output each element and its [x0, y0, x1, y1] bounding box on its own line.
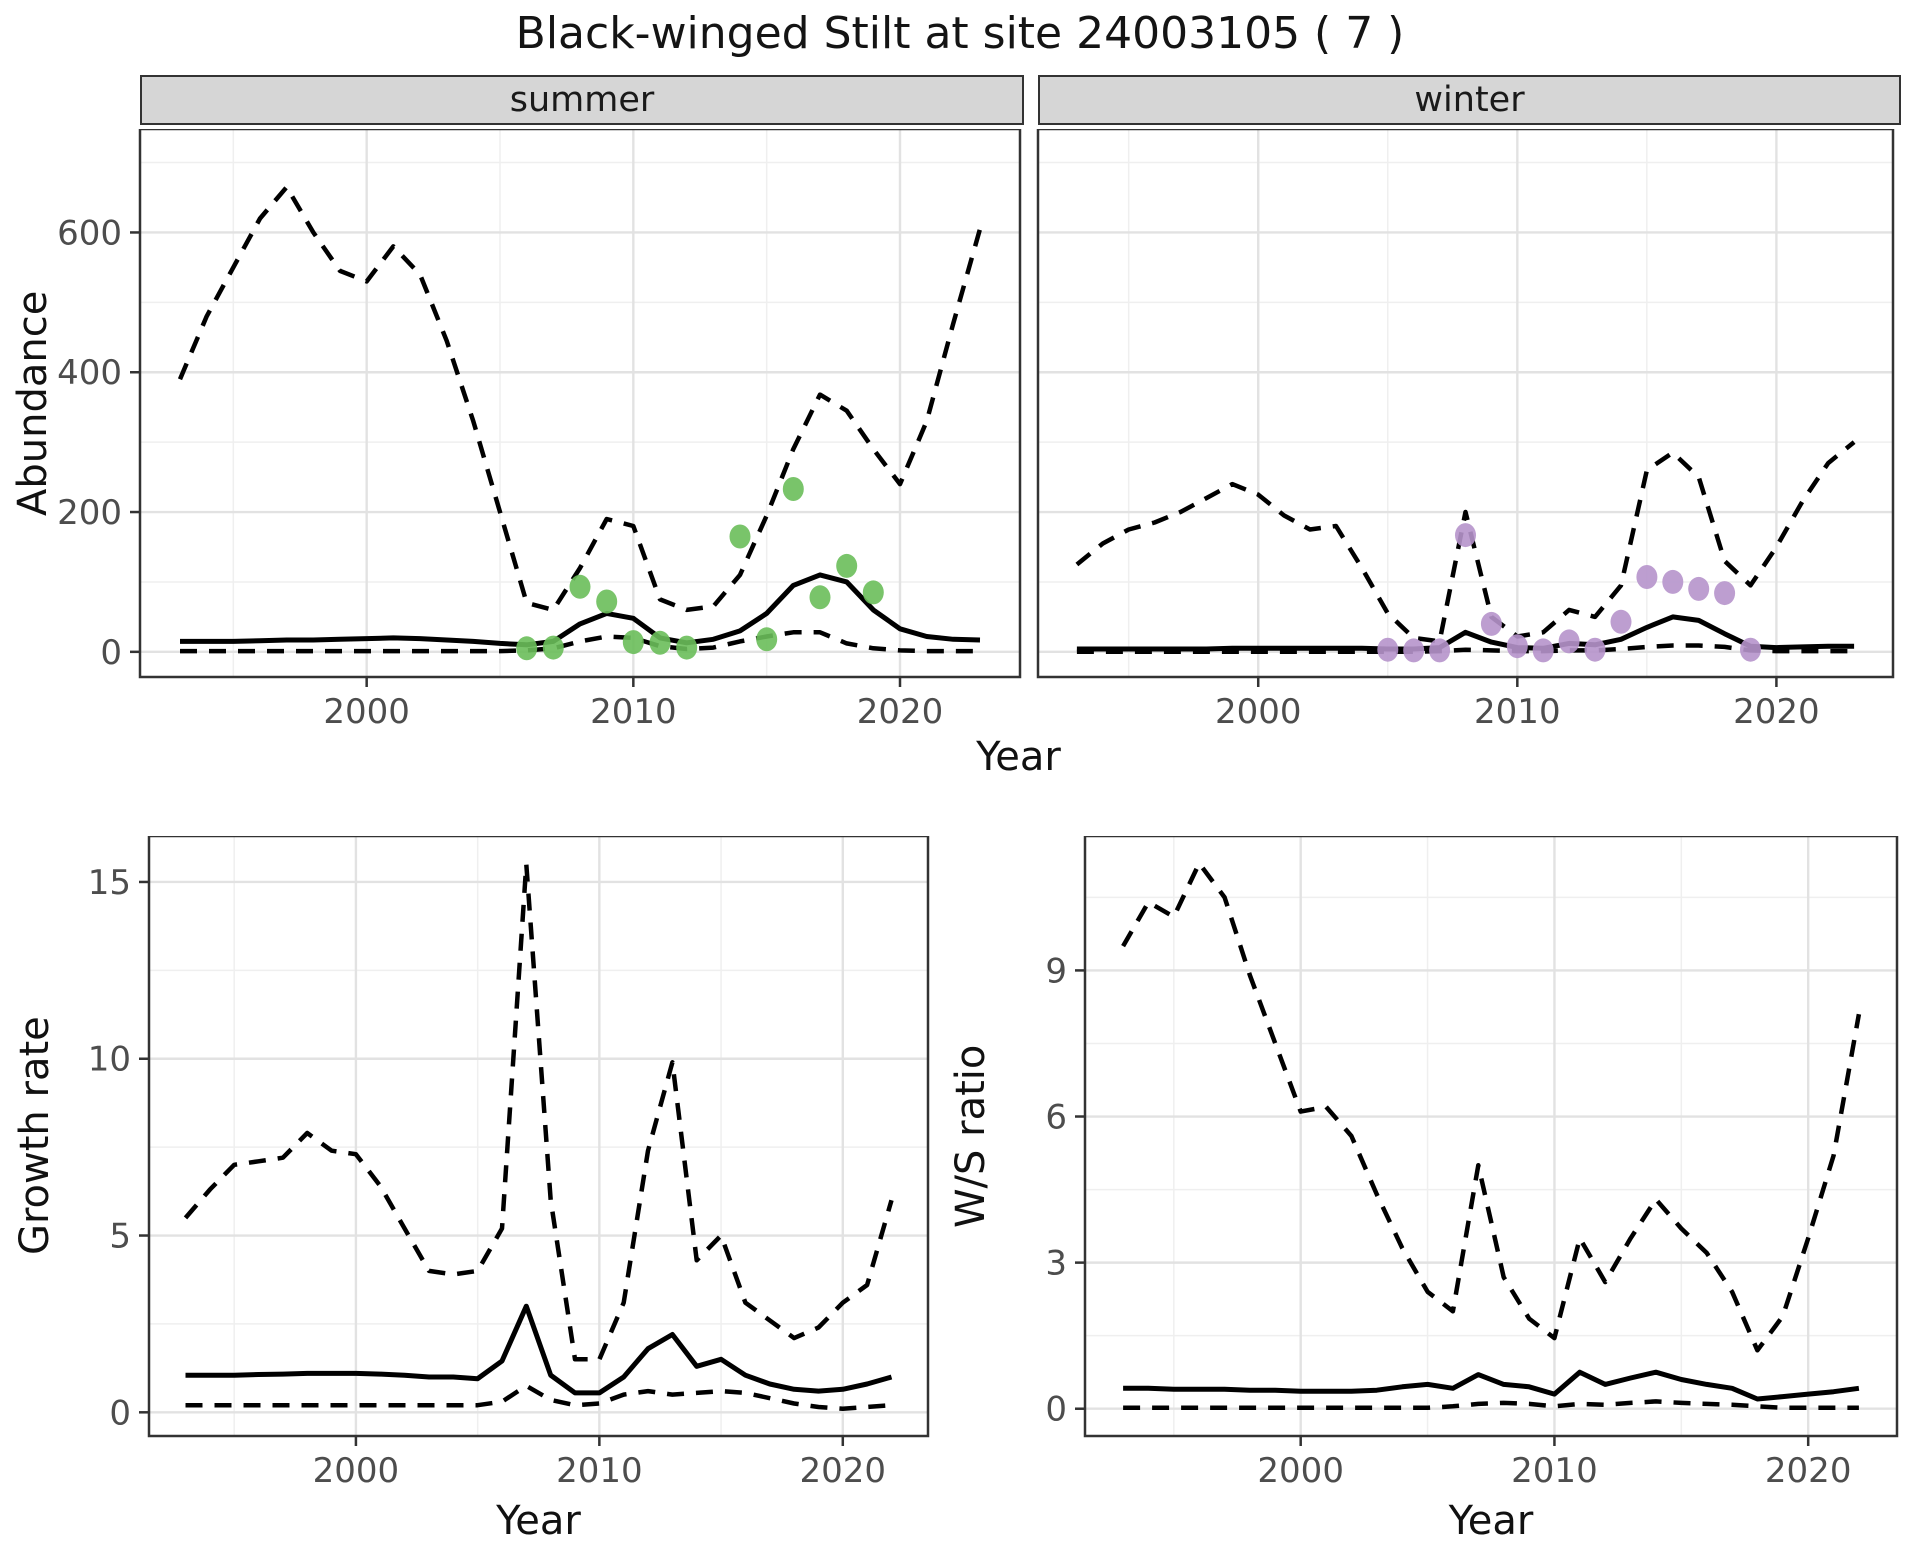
observed-winter-counts [1610, 609, 1632, 634]
y-tick-label: 0 [100, 633, 122, 673]
observed-winter-counts [1714, 581, 1736, 606]
observed-winter-counts [1740, 637, 1761, 662]
observed-winter-counts [1688, 576, 1710, 601]
top-year-axis-label: Year [976, 734, 1061, 780]
observed-summer-counts [729, 524, 751, 549]
x-tick-label: 2010 [556, 1451, 643, 1491]
observed-winter-counts [1455, 523, 1476, 548]
series-lower-95-ci [180, 630, 980, 654]
facet-strip-winter: winter [1038, 75, 1901, 125]
observed-winter-counts [1480, 611, 1502, 636]
x-tick-label: 2020 [857, 692, 944, 732]
y-tick-label: 6 [1045, 1098, 1067, 1138]
series-median [185, 1303, 893, 1396]
observed-summer-counts [756, 627, 778, 652]
panel-abundance-summer: 2000 2010 2020 0 200 400 600 [56, 129, 1024, 735]
observed-summer-counts [676, 635, 698, 660]
y-tick-label: 5 [109, 1217, 131, 1257]
x-tick-label: 2010 [1511, 1451, 1598, 1491]
observed-summer-counts [809, 585, 831, 610]
observed-winter-counts [1377, 637, 1399, 662]
x-tick-label: 2000 [1215, 692, 1302, 732]
y-tick-label: 15 [88, 863, 131, 903]
y-tick-label: 9 [1045, 951, 1067, 991]
observed-summer-counts [542, 635, 564, 660]
x-tick-label: 2010 [590, 692, 677, 732]
growth-year-axis-label: Year [496, 1498, 581, 1544]
y-tick-label: 200 [57, 493, 122, 533]
series-upper-95-ci [177, 184, 983, 613]
growth-rate-axis-label: Growth rate [12, 1016, 58, 1256]
y-tick-label: 3 [1045, 1244, 1067, 1284]
x-tick-label: 2000 [313, 1451, 400, 1491]
series-median [1123, 1369, 1860, 1402]
y-tick-label: 0 [1045, 1390, 1067, 1430]
observed-winter-counts [1532, 638, 1554, 663]
x-tick-label: 2000 [1257, 1451, 1344, 1491]
y-tick-label: 400 [57, 353, 122, 393]
observed-summer-counts [782, 477, 804, 501]
y-tick-label: 10 [88, 1040, 131, 1080]
observed-winter-counts [1558, 629, 1580, 654]
x-tick-label: 2000 [323, 692, 410, 732]
series-median [1076, 614, 1855, 652]
panel-abundance-winter: 2000 2010 2020 [1034, 129, 1897, 735]
series-median [180, 572, 981, 648]
facet-strip-summer: summer [140, 75, 1024, 125]
series-lower-95-ci [1076, 643, 1855, 655]
panel-growth-rate: 2000 2010 2020 0 5 10 15 [65, 836, 932, 1492]
observed-winter-counts [1662, 569, 1684, 594]
abundance-axis-label: Abundance [10, 290, 56, 516]
observed-summer-counts [516, 636, 538, 661]
panel-ws-ratio: 2000 2010 2020 0 3 6 9 [1001, 836, 1901, 1492]
ws-ratio-axis-label: W/S ratio [948, 1044, 994, 1228]
observed-summer-counts [622, 630, 644, 655]
observed-summer-counts [569, 574, 591, 599]
series-upper-95-ci [183, 862, 894, 1362]
y-tick-label: 600 [57, 213, 122, 253]
observed-winter-counts [1506, 634, 1528, 659]
observed-winter-counts [1636, 565, 1658, 589]
observed-summer-counts [862, 580, 884, 605]
y-tick-label: 0 [109, 1393, 131, 1433]
x-tick-label: 2020 [800, 1451, 887, 1491]
x-tick-label: 2020 [1733, 692, 1820, 732]
observed-winter-counts [1403, 638, 1425, 663]
observed-summer-counts [649, 630, 671, 655]
ws-year-axis-label: Year [1448, 1498, 1534, 1544]
series-upper-95-ci [1121, 861, 1862, 1353]
series-lower-95-ci [185, 1383, 892, 1412]
x-tick-label: 2020 [1765, 1451, 1852, 1491]
series-lower-95-ci [1123, 1399, 1859, 1411]
facet-strip-winter-label: winter [1414, 80, 1525, 120]
facet-strip-summer-label: summer [509, 80, 655, 120]
observed-winter-counts [1429, 638, 1451, 663]
observed-summer-counts [596, 589, 618, 614]
x-tick-label: 2010 [1474, 692, 1561, 732]
page-title: Black-winged Stilt at site 24003105 ( 7 … [515, 8, 1405, 59]
observed-summer-counts [836, 553, 858, 578]
observed-winter-counts [1584, 637, 1606, 662]
series-upper-95-ci [1075, 440, 1856, 644]
